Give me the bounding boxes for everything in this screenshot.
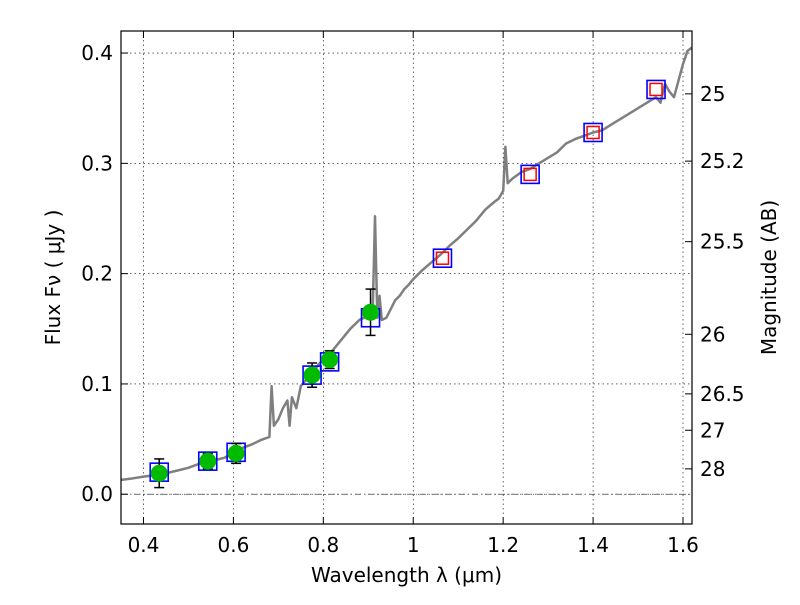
y2-tick-label: 25.5 [700, 230, 745, 254]
detection-marker [321, 351, 339, 369]
y2-tick-label: 26.5 [700, 382, 745, 406]
x-axis-label: Wavelength λ (μm) [311, 563, 502, 587]
x-tick-label: 0.6 [217, 533, 249, 557]
y2-tick-label: 27 [700, 418, 725, 442]
upper-limit-marker [649, 82, 663, 97]
detection-marker [362, 303, 380, 321]
x-tick-label: 0.4 [128, 533, 160, 557]
upper-limit-marker [523, 167, 537, 182]
marker-layer [149, 79, 666, 489]
model-photometry-marker [197, 451, 218, 471]
model-photometry-marker [520, 164, 540, 185]
model-photometry-marker [432, 248, 453, 268]
upper-limit-marker [435, 251, 450, 265]
spectrum-layer [121, 46, 692, 482]
detection-marker [303, 366, 321, 384]
x-tick-label: 1.4 [577, 533, 609, 557]
x-tick-label: 1.2 [487, 533, 519, 557]
model-photometry-marker [646, 79, 666, 100]
upper-limit-marker [586, 125, 600, 140]
x-tick-label: 0.8 [307, 533, 339, 557]
y-tick-label: 0.2 [81, 262, 113, 286]
detection-marker [199, 452, 217, 470]
tick-layer: 0.4 0.6 0.8 1 1.2 1.4 1.6 0.0 0.1 0.2 0.3 0.4 25 25.2… [81, 31, 745, 557]
y2-tick-label: 28 [700, 457, 725, 481]
detection-marker [150, 464, 168, 482]
y-axis-label: Flux Fν ( μJy ) [41, 210, 65, 346]
grid-layer [121, 31, 692, 524]
model-photometry-marker [583, 122, 603, 143]
y2-tick-label: 25 [700, 82, 725, 106]
detection-marker [227, 444, 245, 462]
plot-area [121, 46, 692, 495]
axes-frame [120, 30, 693, 525]
y2-tick-label: 25.2 [700, 149, 745, 173]
y2-tick-label: 26 [700, 322, 725, 346]
y-tick-label: 0.4 [81, 41, 113, 65]
y-tick-label: 0.3 [81, 151, 113, 175]
y-tick-label: 0.1 [81, 372, 113, 396]
x-tick-label: 1 [407, 533, 420, 557]
x-tick-label: 1.6 [667, 533, 699, 557]
model-spectrum-line [121, 46, 692, 482]
y-tick-label: 0.0 [81, 482, 113, 506]
y2-axis-label: Magnitude (AB) [757, 200, 781, 355]
